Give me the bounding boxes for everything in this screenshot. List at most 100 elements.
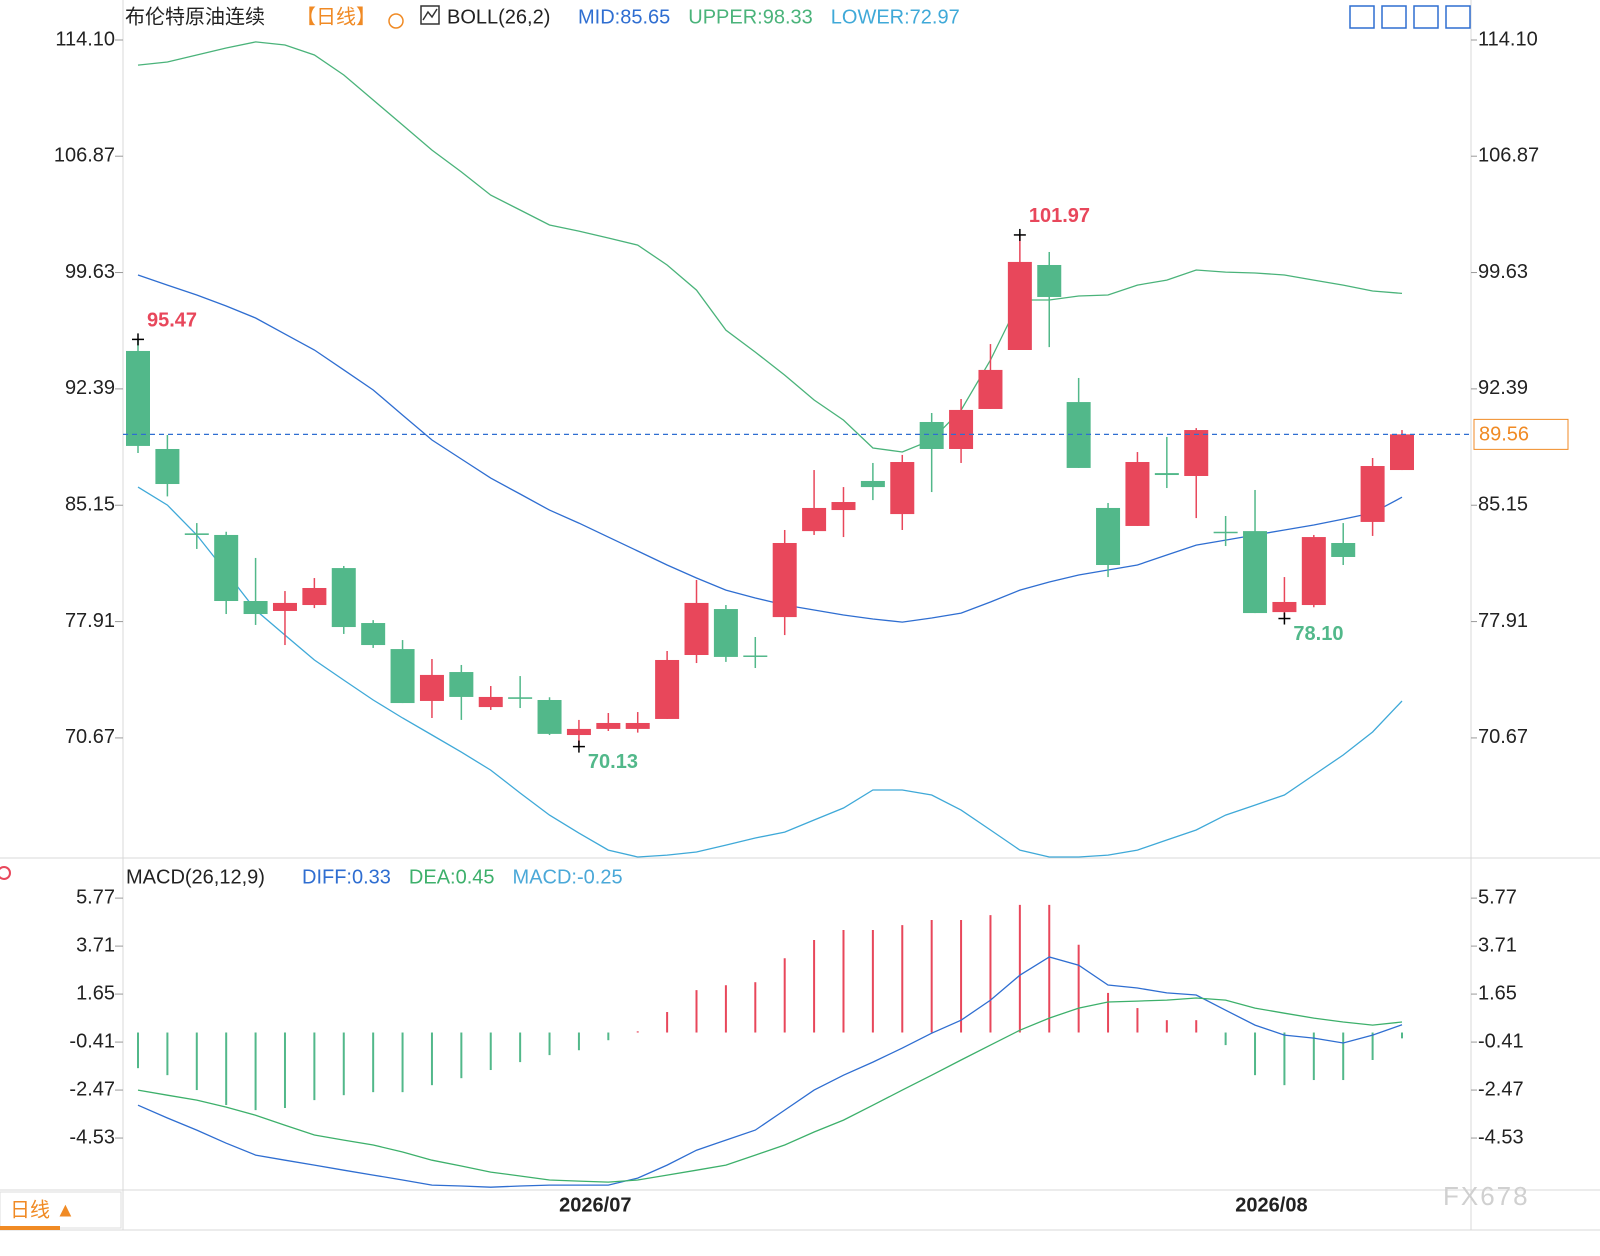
y2-tick-label: 5.77: [1478, 886, 1517, 908]
legend-entry: DIFF:0.33: [302, 866, 391, 888]
candle-body: [272, 602, 297, 611]
candle-body: [860, 480, 885, 488]
indicator-label: BOLL(26,2): [447, 6, 550, 28]
y-tick-label: 70.67: [65, 726, 115, 748]
extreme-label: 70.13: [588, 751, 638, 773]
alert-icon[interactable]: [0, 866, 11, 880]
macd-line: [137, 997, 1403, 1183]
legend-entry: UPPER:98.33: [688, 6, 813, 28]
candle-body: [566, 728, 591, 736]
candle-body: [1096, 507, 1121, 566]
candle-body: [331, 568, 356, 628]
y-tick-label: 114.10: [55, 28, 115, 50]
candle-body: [1390, 434, 1414, 471]
band-line: [137, 41, 1403, 453]
settings-icon[interactable]: [388, 13, 404, 29]
candle-body: [1243, 531, 1268, 614]
y-tick-label: -2.47: [69, 1078, 115, 1100]
y-tick-label: 1.65: [76, 982, 115, 1004]
y2-tick-label: 1.65: [1478, 982, 1517, 1004]
toolbar-button[interactable]: [1381, 5, 1407, 29]
candle-body: [919, 421, 944, 449]
candle-body: [1360, 466, 1385, 522]
band-line: [137, 274, 1403, 623]
candle-body: [949, 409, 974, 449]
extreme-label: 78.10: [1293, 623, 1343, 645]
candle-body: [743, 655, 768, 657]
candle-body: [537, 699, 562, 734]
x-tick-label: 2026/07: [559, 1194, 631, 1216]
candle-body: [419, 674, 444, 701]
period-button-label: 日线 ▲: [10, 1198, 75, 1221]
toolbar-button[interactable]: [1413, 5, 1439, 29]
candle-body: [361, 623, 386, 646]
candle-body: [772, 542, 797, 618]
chart-title: 布伦特原油连续: [125, 5, 265, 28]
y-tick-label: -0.41: [69, 1030, 115, 1052]
watermark: FX678: [1443, 1181, 1530, 1211]
legend-entry: MACD:-0.25: [513, 866, 623, 888]
period-button-underline: [0, 1226, 60, 1230]
candle-body: [449, 672, 474, 697]
candle-body: [184, 533, 209, 535]
y-tick-label: 99.63: [65, 261, 115, 283]
legend-entry: MID:85.65: [578, 6, 670, 28]
toolbar: [1349, 5, 1471, 29]
y-tick-label: 3.71: [76, 934, 115, 956]
y2-tick-label: 114.10: [1478, 28, 1538, 50]
y2-tick-label: 106.87: [1478, 144, 1539, 166]
candle-body: [1184, 430, 1209, 476]
y-tick-label: 92.39: [65, 377, 115, 399]
y2-tick-label: 3.71: [1478, 934, 1517, 956]
y-tick-label: 77.91: [65, 610, 115, 632]
candle-body: [1213, 531, 1238, 534]
candle-body: [155, 448, 180, 485]
candle-body: [625, 722, 650, 729]
y-tick-label: 5.77: [76, 886, 115, 908]
toolbar-button[interactable]: [1445, 5, 1471, 29]
candle-body: [1037, 264, 1062, 297]
legend-entry: LOWER:72.97: [831, 6, 960, 28]
candle-body: [684, 602, 709, 656]
candle-body: [978, 369, 1003, 409]
toolbar-button[interactable]: [1349, 5, 1375, 29]
candle-body: [126, 350, 150, 446]
candle-body: [1154, 473, 1179, 476]
candle-body: [1301, 537, 1326, 606]
y-tick-label: 85.15: [65, 494, 115, 516]
candle-body: [508, 697, 533, 699]
candle-body: [802, 507, 827, 532]
y-tick-label: 106.87: [54, 144, 115, 166]
y2-tick-label: -0.41: [1478, 1030, 1524, 1052]
band-line: [137, 486, 1403, 858]
x-tick-label: 2026/08: [1235, 1194, 1307, 1216]
y-tick-label: -4.53: [69, 1126, 115, 1148]
y2-tick-label: 99.63: [1478, 261, 1528, 283]
candle-body: [890, 462, 915, 515]
macd-title: MACD(26,12,9): [126, 866, 265, 888]
last-price-box: [1473, 418, 1569, 450]
candle-body: [1007, 261, 1032, 350]
candle-body: [655, 659, 680, 719]
candle-body: [596, 722, 621, 729]
last-price-label: 89.56: [1479, 424, 1529, 446]
indicator-icon-line: [422, 8, 438, 21]
candle-body: [1331, 542, 1356, 557]
candle-body: [390, 649, 415, 704]
y2-tick-label: 70.67: [1478, 726, 1528, 748]
candle-body: [214, 534, 239, 602]
candle-body: [1125, 462, 1150, 526]
candle-body: [1272, 601, 1297, 613]
y2-tick-label: 77.91: [1478, 610, 1528, 632]
legend-entry: DEA:0.45: [409, 866, 495, 888]
y2-tick-label: 92.39: [1478, 377, 1528, 399]
candle-body: [831, 502, 856, 511]
period-button[interactable]: [0, 1191, 122, 1229]
macd-line: [137, 956, 1403, 1188]
candle-body: [302, 587, 327, 606]
extreme-label: 95.47: [147, 310, 197, 332]
indicator-icon[interactable]: [420, 5, 440, 25]
candle-body: [243, 601, 268, 615]
